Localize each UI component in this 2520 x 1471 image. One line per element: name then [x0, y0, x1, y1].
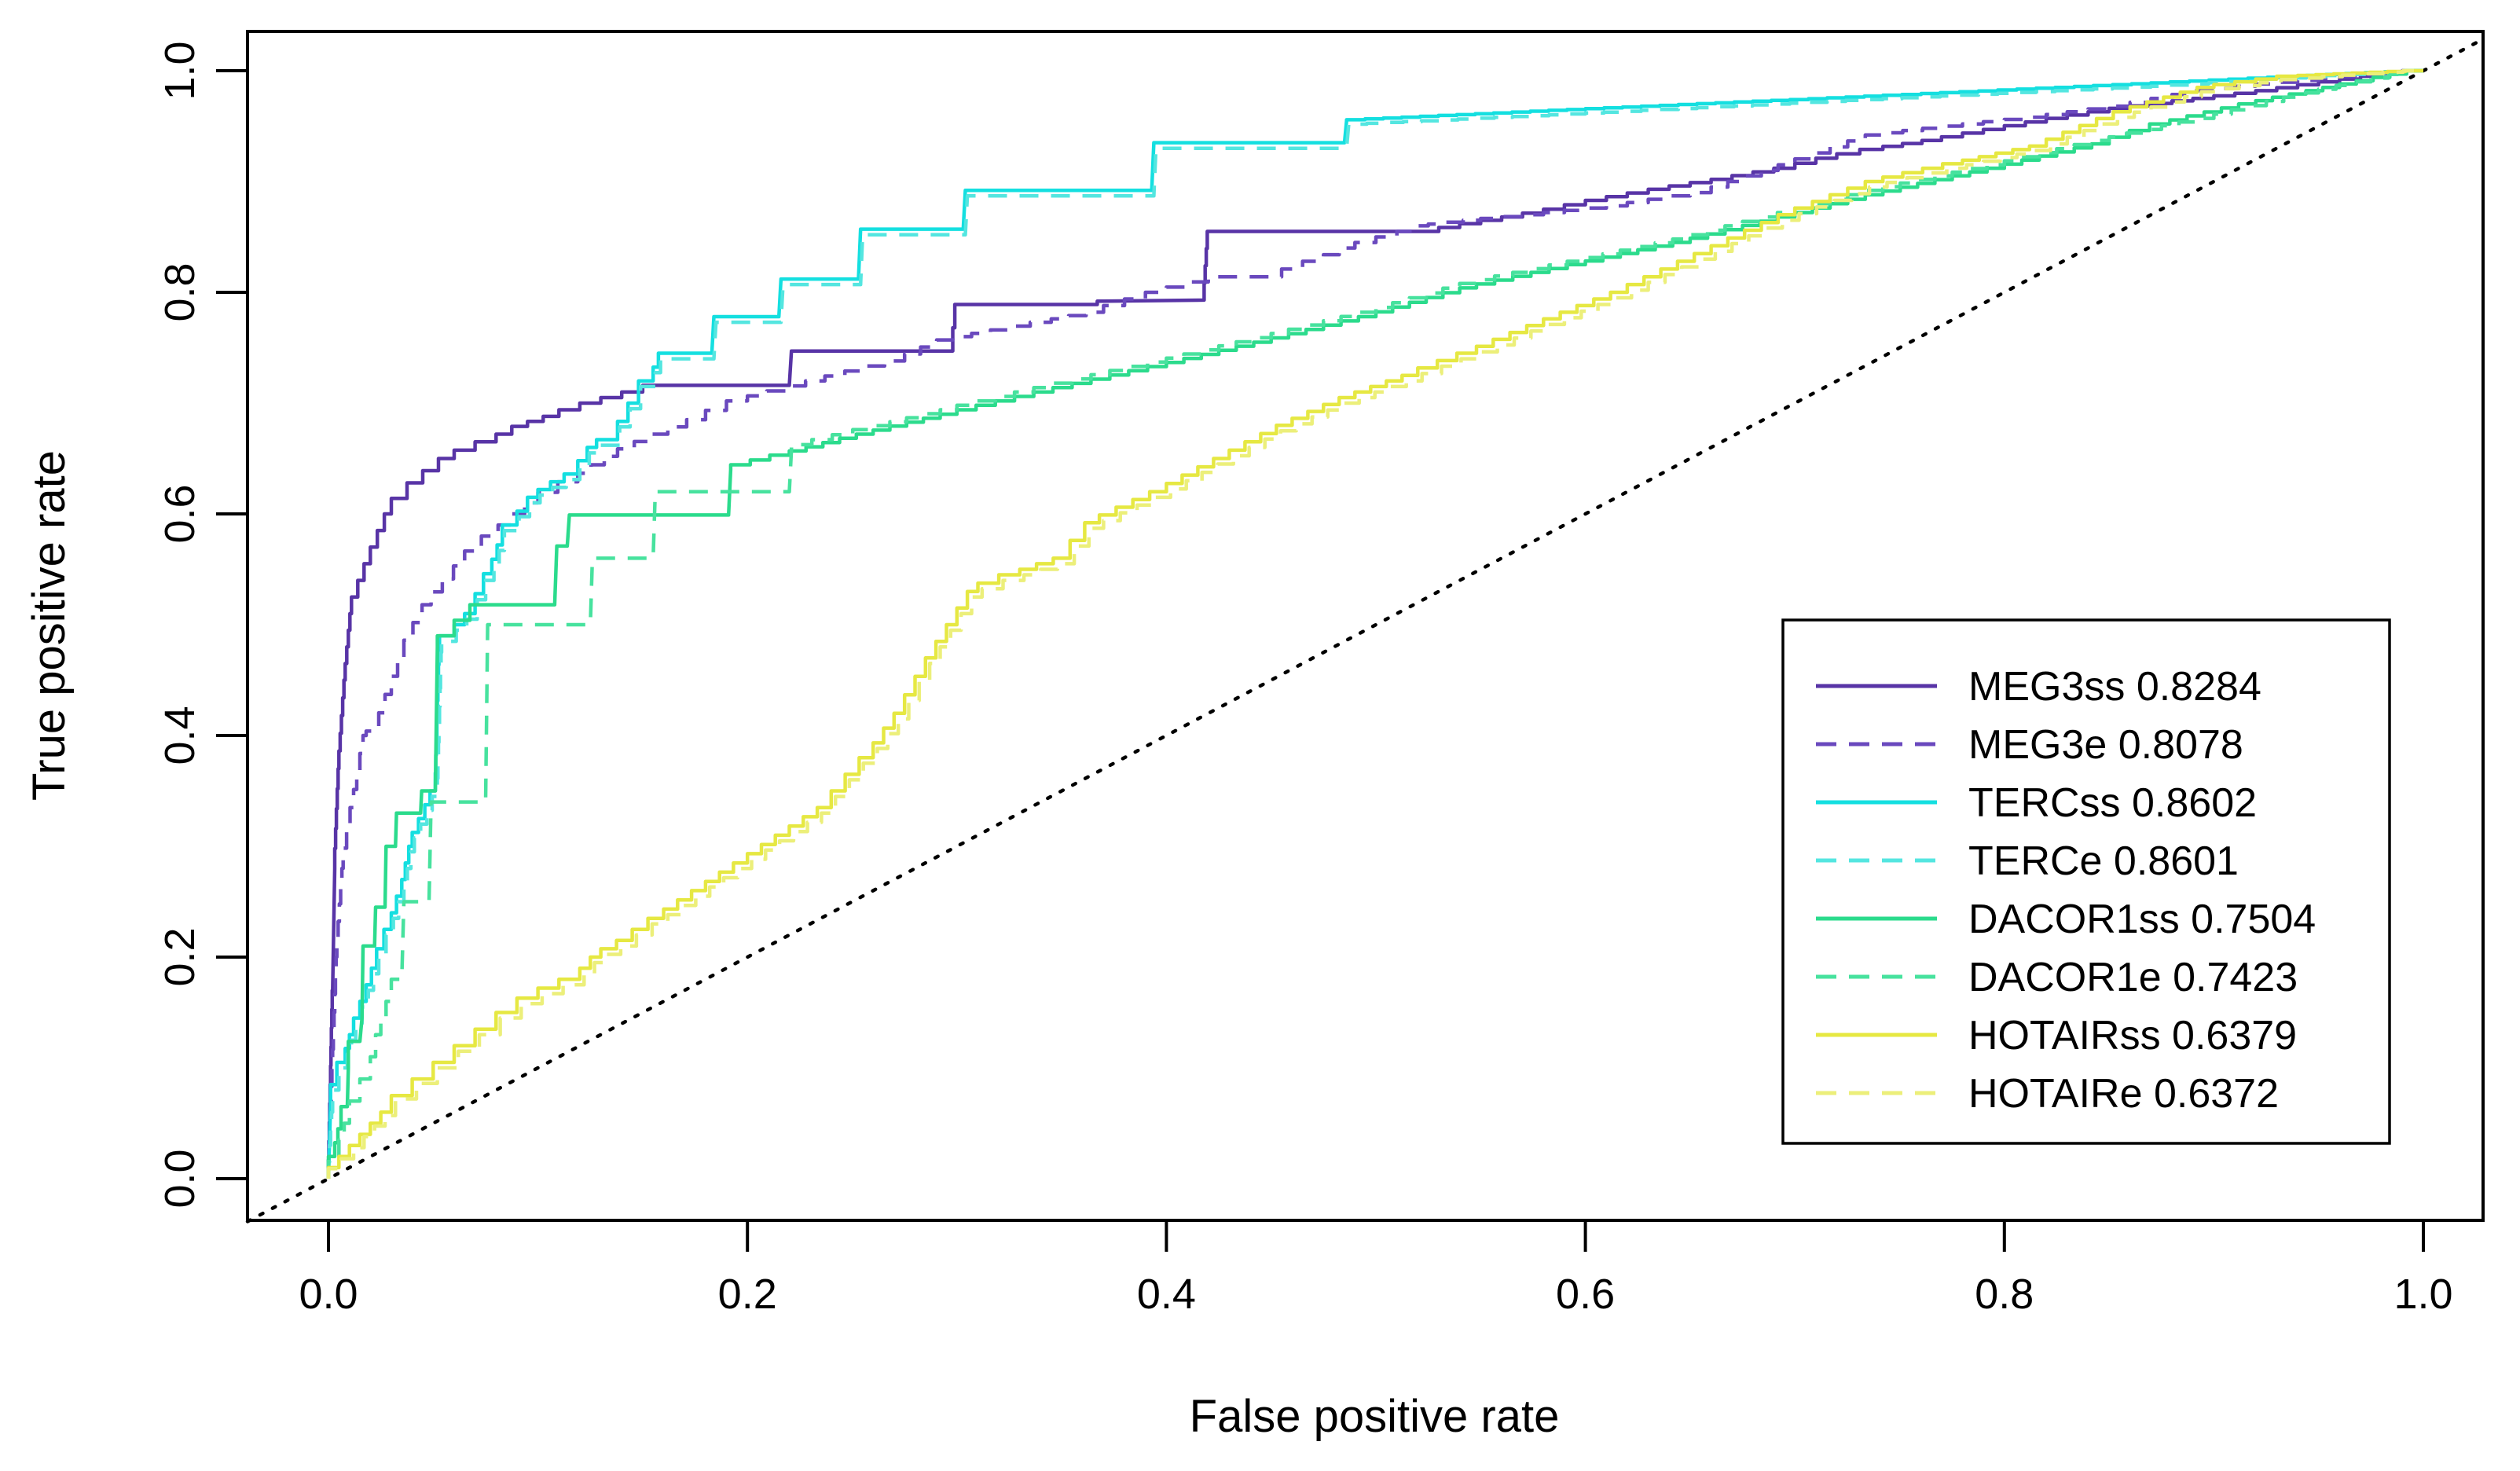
legend-entry-DACOR1e: DACOR1e 0.7423 — [1816, 955, 2298, 1000]
x-tick-label: 1.0 — [2393, 1271, 2452, 1318]
plot-frame-group — [246, 30, 2485, 1222]
x-tick-label: 0.6 — [1556, 1271, 1615, 1318]
legend-entry-TERCss: TERCss 0.8602 — [1816, 780, 2257, 826]
x-tick-label: 0.4 — [1137, 1271, 1196, 1318]
x-tick-label: 0.2 — [718, 1271, 777, 1318]
legend-entry-DACOR1ss: DACOR1ss 0.7504 — [1816, 897, 2316, 942]
legend-label: HOTAIRe 0.6372 — [1968, 1071, 2279, 1117]
roc-curve-HOTAIRss — [326, 68, 2423, 1179]
roc-curve-TERCe — [326, 68, 2423, 1179]
plot-border — [246, 30, 2485, 1222]
y-axis-title: True positive rate — [24, 450, 75, 801]
legend-label: DACOR1ss 0.7504 — [1968, 897, 2316, 942]
legend-label: TERCe 0.8601 — [1968, 838, 2239, 884]
chance-diagonal-line — [245, 37, 2485, 1223]
y-tick-label: 0.8 — [156, 262, 204, 321]
legend-label: DACOR1e 0.7423 — [1968, 955, 2298, 1000]
roc-curve-MEG3e — [326, 68, 2423, 1179]
roc-curves-group — [326, 68, 2423, 1179]
y-tick-label: 0.4 — [156, 706, 204, 765]
legend-entry-TERCe: TERCe 0.8601 — [1816, 838, 2239, 884]
legend-entry-HOTAIRe: HOTAIRe 0.6372 — [1816, 1071, 2279, 1117]
y-tick-label: 0.6 — [156, 484, 204, 543]
roc-curve-MEG3ss — [326, 68, 2423, 1179]
legend-entry-HOTAIRss: HOTAIRss 0.6379 — [1816, 1013, 2297, 1058]
x-tick-label: 0.8 — [1975, 1271, 2034, 1318]
y-tick-label: 0.2 — [156, 927, 204, 986]
legend-group: MEG3ss 0.8284 MEG3e 0.8078 TERCss 0.8602 TE… — [1781, 618, 2391, 1145]
legend-label: MEG3e 0.8078 — [1968, 722, 2243, 768]
roc-curve-DACOR1ss — [326, 68, 2423, 1179]
roc-curve-HOTAIRe — [326, 68, 2423, 1179]
x-axis-title: False positive rate — [1190, 1391, 1560, 1442]
roc-curve-DACOR1e — [326, 68, 2423, 1179]
y-tick-label: 0.0 — [156, 1149, 204, 1208]
x-tick-label: 0.0 — [299, 1271, 358, 1318]
legend-box — [1781, 618, 2391, 1145]
legend-label: HOTAIRss 0.6379 — [1968, 1013, 2297, 1058]
axis-ticks-group: 0.0 0.2 0.4 0.6 0.8 1.0 0.0 0.2 0.4 0.6 0.8 1.0 — [156, 41, 2453, 1318]
y-tick-label: 1.0 — [156, 41, 204, 100]
legend-label: TERCss 0.8602 — [1968, 780, 2257, 826]
chance-diagonal-group — [245, 37, 2485, 1223]
legend-label: MEG3ss 0.8284 — [1968, 664, 2261, 710]
legend-entry-MEG3e: MEG3e 0.8078 — [1816, 722, 2243, 768]
legend-entry-MEG3ss: MEG3ss 0.8284 — [1816, 664, 2261, 710]
